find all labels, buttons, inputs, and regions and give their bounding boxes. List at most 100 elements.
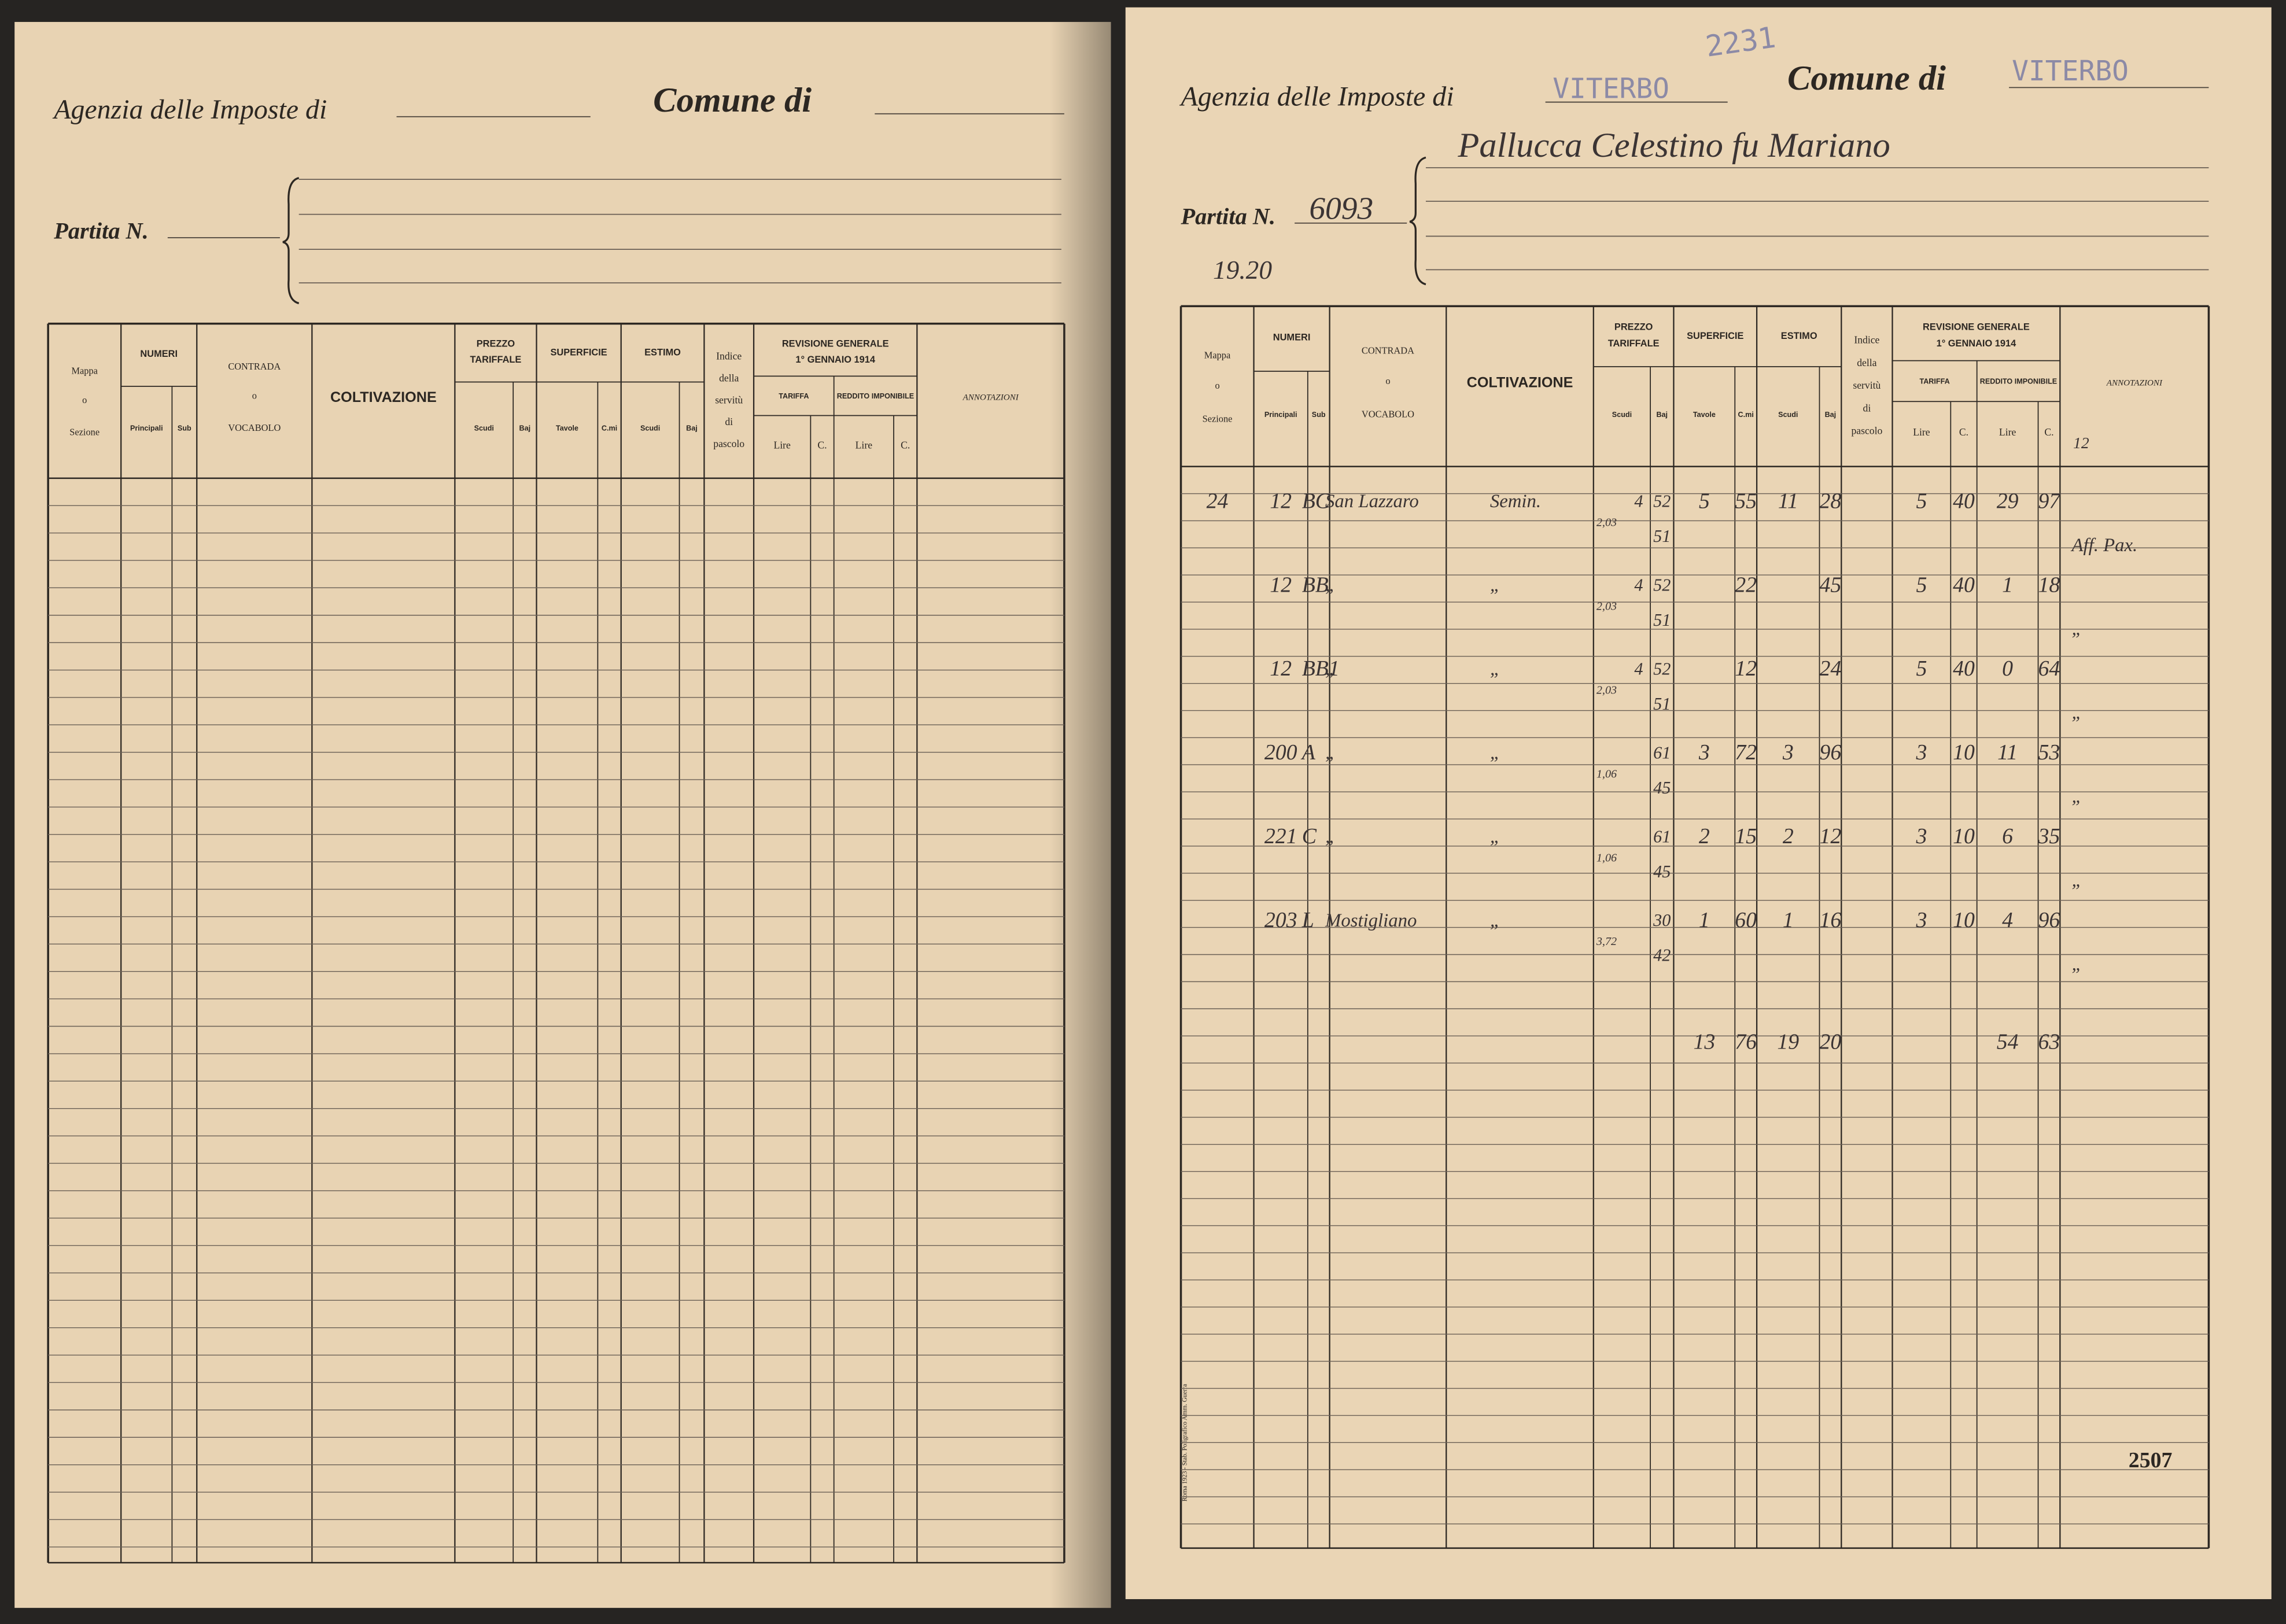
- column-header: Indice: [716, 350, 742, 362]
- column-header: Indice: [1854, 334, 1879, 346]
- total-cell: 19: [1777, 1029, 1799, 1054]
- entry-cell: 12: [1270, 656, 1292, 681]
- column-header: ANNOTAZIONI: [962, 393, 1019, 403]
- entry-cell: 11: [1778, 489, 1798, 513]
- entry-cell: 4: [1634, 659, 1643, 678]
- brace: [282, 177, 300, 304]
- entry-cell: Aff. Pax.: [2071, 535, 2138, 556]
- column-header: Lire: [774, 439, 791, 451]
- column-header: TARIFFALE: [1608, 338, 1660, 349]
- entry-cell: 203: [1264, 908, 1297, 932]
- entry-cell: „: [1325, 743, 1336, 763]
- entry-cell: 3: [1915, 908, 1927, 932]
- column-header: SUPERFICIE: [1687, 331, 1743, 341]
- column-header: o: [82, 394, 87, 405]
- column-header: CONTRADA: [1362, 345, 1414, 356]
- entry-cell: „: [2072, 954, 2082, 975]
- entry-cell: 2,03: [1596, 600, 1617, 613]
- column-header: REDDITO IMPONIBILE: [1980, 378, 2057, 386]
- form-table: Mappa o Sezione NUMERI Principali Sub CONTRADA…: [1179, 305, 2210, 1549]
- entry-cell: „: [2072, 703, 2082, 724]
- spine-shadow: [1049, 21, 1111, 1608]
- agency-label: Agenzia delle Imposte di: [1179, 82, 1454, 112]
- column-header: REDDITO IMPONIBILE: [837, 392, 914, 400]
- column-header: Tavole: [1693, 411, 1716, 419]
- entry-cell: C: [1302, 824, 1317, 848]
- margin-note: 12: [2073, 434, 2089, 452]
- entry-cell: Mostigliano: [1325, 910, 1417, 931]
- entry-cell: 40: [1953, 656, 1975, 681]
- comune-label: Comune di: [653, 81, 812, 120]
- entry-cell: 24: [1819, 656, 1841, 681]
- entry-cell: 51: [1653, 526, 1671, 546]
- partita-label: Partita N.: [53, 218, 149, 244]
- entry-cell: 200: [1264, 740, 1297, 765]
- entry-cell: 45: [1653, 778, 1671, 798]
- entry-cell: San Lazzaro: [1325, 491, 1419, 512]
- total-cell: 54: [1997, 1029, 2019, 1054]
- column-header: ESTIMO: [1781, 331, 1817, 341]
- entry-cell: 29: [1997, 489, 2019, 513]
- entry-cell: 4: [1634, 492, 1643, 511]
- entry-cell: 3: [1782, 740, 1794, 765]
- column-header: o: [252, 390, 257, 401]
- entry-cell: „: [1490, 910, 1500, 931]
- entry-cell: 6: [2002, 824, 2013, 848]
- entry-cell: BC: [1302, 489, 1330, 513]
- column-header: COLTIVAZIONE: [330, 389, 437, 405]
- entry-cell: „: [1490, 743, 1500, 763]
- comune-label: Comune di: [1787, 59, 1946, 98]
- entry-cell: „: [1325, 575, 1336, 596]
- column-header: Sezione: [1203, 413, 1233, 424]
- column-header: o: [1385, 375, 1390, 386]
- entry-cell: „: [1325, 826, 1336, 847]
- entry-cell: 5: [1916, 573, 1927, 597]
- entry-cell: 52: [1653, 659, 1671, 678]
- total-cell: 13: [1693, 1029, 1715, 1054]
- entry-cell: 45: [1819, 573, 1841, 597]
- column-header: COLTIVAZIONE: [1467, 374, 1573, 390]
- entry-cell: 10: [1953, 824, 1975, 848]
- column-header: TARIFFA: [1919, 378, 1949, 386]
- column-header: di: [1863, 402, 1871, 414]
- entry-cell: 5: [1916, 656, 1927, 681]
- right-page: [1125, 7, 2272, 1600]
- column-header: VOCABOLO: [1362, 409, 1414, 420]
- entry-cell: 3,72: [1596, 935, 1617, 948]
- column-header: REVISIONE GENERALE: [1923, 322, 2030, 332]
- total-cell: 76: [1735, 1029, 1757, 1054]
- entry-cell: 40: [1953, 573, 1975, 597]
- column-header: ESTIMO: [644, 347, 681, 357]
- entry-cell: „: [1490, 659, 1500, 680]
- column-header: C.: [1959, 426, 1968, 438]
- entry-cell: 60: [1735, 908, 1757, 932]
- entry-cell: 12: [1735, 656, 1757, 681]
- entry-cell: 3: [1915, 740, 1927, 765]
- entry-cell: 4: [2002, 908, 2013, 932]
- entry-cell: 28: [1819, 489, 1841, 513]
- entry-cell: 1: [1699, 908, 1710, 932]
- column-header: Baj: [1656, 411, 1668, 419]
- column-header: servitù: [715, 394, 743, 405]
- column-header: Baj: [686, 424, 698, 432]
- year-note: 19.20: [1213, 256, 1272, 285]
- entry-cell: 61: [1653, 826, 1671, 846]
- column-header: C.mi: [602, 424, 617, 432]
- column-header: PREZZO: [1614, 322, 1653, 332]
- form-table: Mappa o Sezione NUMERI Principali Sub CONTRADA…: [47, 322, 1065, 1564]
- column-header: NUMERI: [140, 349, 178, 359]
- agency-value: VITERBO: [1553, 73, 1669, 105]
- entry-cell: 52: [1653, 575, 1671, 595]
- column-header: Sezione: [69, 426, 99, 437]
- entry-cell: 3: [1698, 740, 1710, 765]
- column-header: pascolo: [713, 438, 744, 449]
- entry-cell: 2: [1783, 824, 1794, 848]
- entry-cell: 51: [1653, 610, 1671, 630]
- entry-cell: 72: [1735, 740, 1757, 765]
- entry-cell: 96: [2038, 908, 2060, 932]
- column-header: CONTRADA: [228, 361, 281, 372]
- owner-lines: [1425, 167, 2209, 271]
- entry-cell: 10: [1953, 740, 1975, 765]
- entry-cell: 16: [1819, 908, 1841, 932]
- agency-label: Agenzia delle Imposte di: [52, 94, 327, 125]
